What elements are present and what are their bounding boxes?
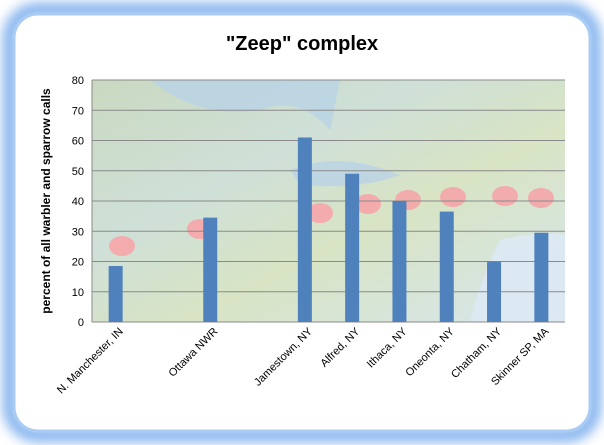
bar: [297, 137, 312, 322]
y-tick-label: 30: [72, 226, 84, 238]
y-tick-label: 10: [72, 287, 84, 299]
chart-title: "Zeep" complex: [226, 33, 378, 55]
map-lake: [150, 80, 340, 130]
bar: [345, 173, 360, 322]
y-tick-label: 40: [72, 196, 84, 208]
y-tick-label: 0: [78, 317, 84, 329]
y-tick-label: 60: [72, 136, 84, 148]
y-tick-label: 80: [72, 75, 84, 87]
bar: [534, 232, 549, 322]
map-lake: [290, 161, 400, 187]
bar: [392, 201, 407, 322]
frame-glow: [3, 3, 601, 442]
bar: [487, 261, 502, 322]
bar: [108, 266, 123, 322]
y-tick-label: 50: [72, 166, 84, 178]
bar: [203, 217, 218, 322]
bar: [439, 211, 454, 322]
y-tick-label: 70: [72, 105, 84, 117]
y-axis-label: percent of all warbler and sparrow calls: [39, 88, 53, 314]
y-tick-label: 20: [72, 257, 84, 269]
